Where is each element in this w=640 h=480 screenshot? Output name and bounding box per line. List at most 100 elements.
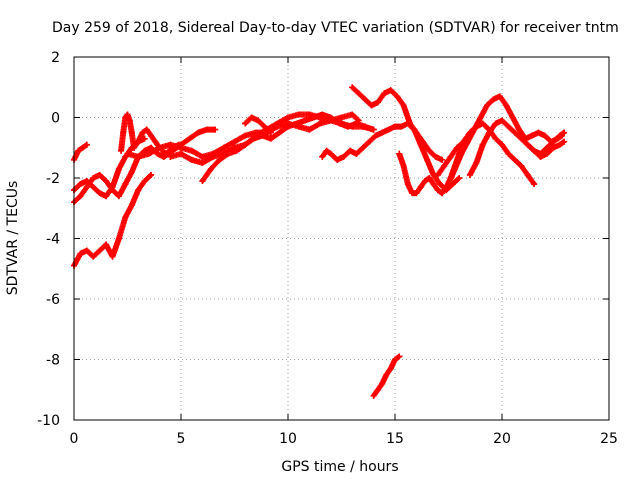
data-point [115, 193, 122, 200]
data-point [124, 111, 131, 118]
data-point [242, 120, 249, 127]
data-point [466, 129, 473, 136]
data-point [550, 144, 557, 151]
data-point [396, 353, 403, 360]
chart-title: Day 259 of 2018, Sidereal Day-to-day VTE… [52, 20, 619, 36]
data-point [556, 132, 563, 139]
data-point [479, 120, 486, 127]
data-point [518, 135, 525, 142]
data-point [561, 138, 568, 145]
data-point [434, 171, 441, 178]
data-point [122, 114, 129, 121]
data-point [242, 132, 249, 139]
data-point [133, 141, 140, 148]
data-point [178, 144, 184, 151]
data-point [531, 147, 538, 154]
data-point [242, 141, 249, 148]
data-point [381, 90, 388, 97]
data-point [477, 114, 484, 121]
data-point [370, 126, 377, 133]
data-point [426, 147, 433, 154]
data-point [441, 162, 448, 169]
data-point [503, 102, 510, 109]
data-point [419, 138, 426, 145]
data-point [96, 171, 103, 178]
data-point [392, 123, 398, 130]
data-point [135, 187, 142, 194]
data-point [96, 190, 103, 197]
data-point [505, 123, 512, 130]
x-tick-label: 5 [177, 431, 186, 447]
data-point [362, 96, 369, 103]
data-point [404, 181, 411, 188]
data-point [163, 150, 170, 157]
data-point [430, 181, 437, 188]
y-tick-label: -2 [46, 171, 60, 187]
data-point [160, 153, 167, 160]
data-point [505, 150, 512, 157]
data-point [327, 150, 334, 157]
data-point [524, 141, 531, 148]
data-point [120, 129, 127, 136]
data-point [398, 123, 405, 130]
data-point [83, 178, 90, 185]
data-point [199, 159, 206, 166]
data-point [347, 147, 354, 154]
data-point [359, 144, 366, 151]
data-point [372, 132, 379, 139]
data-point [252, 132, 259, 139]
data-point [302, 117, 309, 124]
data-point [458, 150, 465, 157]
data-point [122, 181, 129, 188]
data-point [349, 111, 356, 118]
x-axis-label: GPS time / hours [281, 459, 398, 475]
data-point [248, 114, 255, 121]
data-point [359, 123, 366, 130]
data-point [511, 129, 518, 136]
data-point [492, 120, 499, 127]
data-point [439, 156, 446, 163]
data-point [460, 138, 467, 145]
data-point [537, 153, 544, 160]
data-point [199, 178, 206, 185]
data-point [118, 147, 125, 154]
data-point [368, 102, 375, 109]
data-point [195, 129, 202, 136]
data-point [167, 153, 174, 160]
x-tick-label: 15 [386, 431, 404, 447]
data-points [71, 84, 568, 399]
data-point [109, 253, 116, 260]
data-point [188, 156, 195, 163]
data-point [394, 93, 401, 100]
data-point [385, 126, 392, 133]
data-point [141, 135, 148, 142]
y-axis-label: SDTVAR / TECUs [5, 181, 21, 296]
data-point [231, 138, 238, 145]
y-tick-label: 2 [51, 50, 60, 66]
data-point [96, 247, 103, 254]
data-point [349, 123, 356, 130]
data-point [210, 153, 217, 160]
data-point [374, 386, 381, 393]
data-point [220, 150, 227, 157]
data-point [148, 171, 155, 178]
data-point [473, 123, 480, 130]
data-point [267, 135, 274, 142]
data-point [379, 380, 386, 387]
data-point [340, 153, 347, 160]
data-point [496, 93, 503, 100]
data-point [83, 247, 90, 254]
data-point [436, 181, 443, 188]
data-point [413, 129, 420, 136]
series-arc-16 [524, 138, 568, 160]
data-point [231, 144, 238, 151]
data-point [178, 150, 184, 157]
data-point [499, 117, 505, 124]
data-point [77, 250, 84, 257]
data-point [379, 129, 386, 136]
data-point [103, 241, 110, 248]
data-point [148, 132, 155, 139]
data-point [327, 117, 334, 124]
data-point [293, 120, 300, 127]
